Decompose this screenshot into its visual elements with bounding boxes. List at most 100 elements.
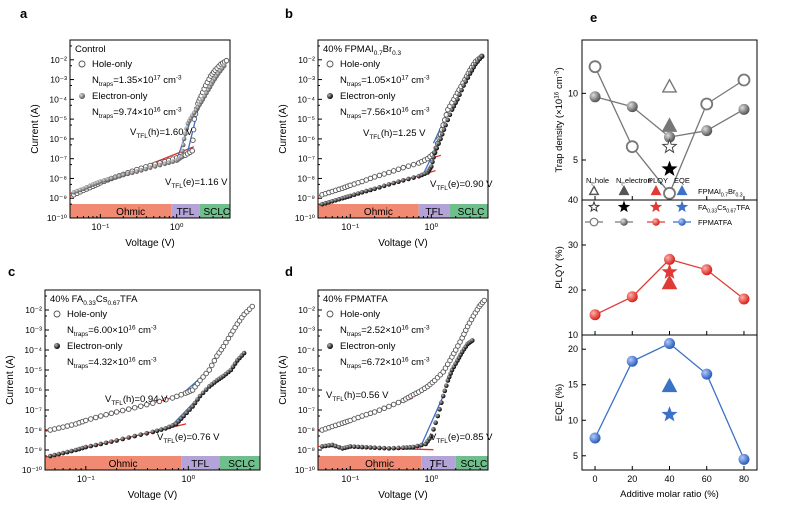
legend-marker — [649, 200, 663, 213]
x-tick-label: 80 — [739, 474, 749, 484]
text-run: TFL — [136, 133, 148, 140]
y-tick-label: 10⁻⁷ — [25, 405, 42, 415]
electron-only-point — [147, 165, 153, 170]
text-run: 16 — [401, 106, 409, 113]
text-run: TFL — [436, 438, 448, 445]
y-tick-label: 5 — [573, 155, 578, 165]
y-tick-label: 10⁻⁷ — [298, 154, 315, 164]
y-tick-label: 10⁻⁵ — [25, 365, 42, 375]
hole-only-point — [381, 405, 387, 412]
text-run: N — [586, 176, 591, 185]
text-run: 16 — [153, 106, 161, 113]
electron-only-point — [192, 400, 198, 406]
y-tick-label: 20 — [568, 285, 578, 295]
y-tick-label: 15 — [568, 380, 578, 390]
hole-only-point — [163, 396, 169, 403]
plqy-point — [701, 264, 713, 276]
x-tick-label: 10⁰ — [170, 222, 184, 232]
legend-label: Electron-only — [340, 341, 396, 352]
y-tick-label: 10⁻⁴ — [297, 345, 315, 355]
text-run: 0.7 — [721, 192, 728, 198]
hole-only-point — [405, 163, 412, 169]
legend-marker — [79, 93, 85, 99]
hole-only-point — [144, 401, 150, 408]
text-run: N — [92, 107, 99, 118]
y-axis-title: PLQY (%) — [554, 246, 565, 289]
electron-only-point — [359, 444, 365, 450]
legend-marker — [617, 200, 631, 213]
hole-only-point — [209, 362, 215, 369]
electron-only-point — [431, 427, 436, 432]
text-run: TFL — [171, 183, 183, 190]
text-run: TFL — [163, 438, 175, 445]
text-run: cm — [409, 325, 424, 336]
text-run: (h)=1.60 V — [148, 127, 193, 138]
electron-only-point — [406, 176, 411, 182]
hole-only-point — [225, 335, 232, 342]
legend-ntraps: Ntraps=6.72×1016 cm-3 — [340, 356, 430, 370]
extra-point — [661, 78, 678, 93]
region-label-sclc: SCLC — [458, 207, 485, 218]
plot-frame — [581, 334, 758, 471]
hole-only-point — [108, 410, 115, 417]
electron-only-point — [469, 338, 475, 343]
hole-only-point — [211, 357, 218, 364]
electron-only-point — [439, 400, 444, 405]
text-run: N — [340, 325, 347, 336]
text-run: 0.67 — [107, 300, 120, 307]
hole-only-point — [156, 398, 163, 405]
text-run: V — [430, 179, 437, 190]
panel-title: 40% FPMAI0.7Br0.3 — [323, 44, 402, 57]
vtfl-hole-label: VTFL(h)=0.56 V — [326, 390, 389, 403]
hole-only-point — [206, 367, 213, 373]
legend-ntraps: Ntraps=2.52×1016 cm-3 — [340, 324, 430, 338]
electron-only-point — [180, 148, 185, 154]
text-run: 17 — [401, 74, 409, 81]
extra-point — [661, 263, 678, 279]
hole-only-point — [249, 303, 255, 310]
legend-label: Electron-only — [340, 91, 396, 102]
legend-row-label: FA0.33Cs0.67TFA — [698, 203, 750, 214]
electron-only-point — [407, 444, 413, 450]
electron-only-point — [150, 429, 156, 435]
hole-only-point — [376, 172, 383, 179]
trap-electron-point — [664, 131, 675, 143]
panel-title: 40% FPMATFA — [323, 294, 388, 305]
legend-row-label: FPMAI0.7Br0.3 — [698, 187, 743, 198]
text-run: N — [616, 176, 621, 185]
hole-only-point — [386, 169, 392, 176]
legend-marker — [652, 218, 660, 226]
hole-only-point — [169, 395, 176, 401]
plot-frame — [317, 39, 489, 219]
region-ohmic — [318, 456, 422, 470]
electron-only-point — [183, 131, 188, 137]
electron-only-point — [463, 79, 469, 84]
hole-only-point — [400, 164, 406, 171]
hole-only-point — [410, 161, 417, 168]
trap-electron-point — [626, 101, 638, 113]
hole-only-point — [131, 404, 138, 411]
y-tick-label: 5 — [573, 451, 578, 461]
y-tick-label: 10⁻⁹ — [297, 445, 315, 455]
plqy-point — [738, 293, 750, 305]
electron-only-point — [381, 445, 387, 451]
text-run: 16 — [128, 324, 136, 331]
electron-only-point — [381, 183, 387, 189]
hole-only-point — [371, 409, 378, 415]
electron-only-point — [440, 393, 446, 399]
electron-only-point — [411, 444, 416, 450]
text-run: traps — [347, 331, 361, 338]
plot-frame — [317, 289, 489, 471]
legend-marker — [53, 310, 61, 318]
hole-only-point — [93, 414, 99, 421]
eqe-point — [589, 432, 601, 444]
text-run: cm — [409, 107, 424, 118]
text-run: TFL — [436, 185, 448, 192]
text-run: 0.33 — [707, 208, 717, 214]
electron-only-point — [431, 155, 436, 160]
electron-only-point — [200, 390, 206, 396]
electron-only-point — [453, 100, 458, 106]
y-tick-label: 10⁻¹⁰ — [47, 213, 68, 223]
legend-ntraps: Ntraps=4.32×1016 cm-3 — [67, 356, 157, 370]
